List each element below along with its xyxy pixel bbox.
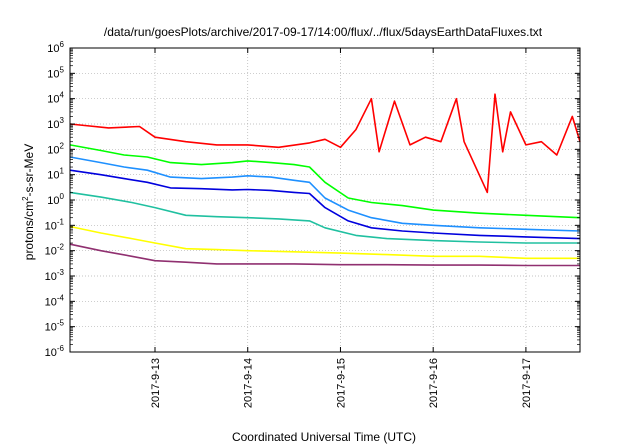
y-tick-label: 105 [47,65,64,80]
y-tick-exponent: 1 [60,167,65,176]
y-tick-base: 10 [47,43,59,55]
y-tick-label: 100 [47,192,64,207]
y-tick-base: 10 [47,195,59,207]
x-tick-label: 2017-9-13 [150,358,162,408]
y-axis-label-rest: -s-sr-MeV [22,144,36,197]
y-axis-label: protons/cm2-s-sr-MeV [21,144,36,260]
grid [70,48,580,352]
y-tick-label: 106 [47,40,64,55]
y-tick-exponent: -2 [57,243,65,252]
y-tick-base: 10 [45,322,57,334]
y-tick-base: 10 [45,246,57,258]
y-tick-label: 103 [47,116,64,131]
y-tick-exponent: -5 [57,319,65,328]
y-tick-label: 101 [47,167,64,182]
y-tick-base: 10 [47,68,59,80]
y-tick-exponent: 4 [60,91,65,100]
series-line-2 [69,144,581,219]
y-tick-exponent: -4 [57,293,65,302]
series-line-7 [69,243,580,267]
series-line-5 [69,191,580,244]
y-tick-base: 10 [45,347,57,359]
y-tick-base: 10 [45,271,57,283]
y-tick-base: 10 [45,296,57,308]
series-line-6 [69,225,580,260]
series-line-3 [69,156,581,232]
y-tick-label: 10-2 [45,243,65,258]
x-tick-label: 2017-9-14 [243,358,255,408]
y-tick-label: 10-6 [45,344,65,359]
y-tick-exponent: 2 [60,141,65,150]
x-axis-label: Coordinated Universal Time (UTC) [232,430,416,444]
series-line-1 [69,93,581,194]
y-tick-label: 10-1 [45,217,65,232]
y-tick-label: 10-4 [45,293,65,308]
y-axis-ticks: 10-610-510-410-310-210-11001011021031041… [45,40,580,359]
series-layer [69,93,581,267]
x-axis-ticks: 2017-9-13 2017-9-14 2017-9-15 2017-9-16 2017… [150,48,533,408]
x-tick-label: 2017-9-15 [335,358,347,408]
series-line-4 [69,169,581,240]
y-tick-base: 10 [47,144,59,156]
y-tick-label: 102 [47,141,64,156]
y-axis-label-unit: protons/cm [22,201,36,260]
y-tick-label: 10-5 [45,319,65,334]
y-axis-label-exponent: 2 [21,196,30,201]
y-tick-exponent: -1 [57,217,65,226]
y-tick-exponent: -3 [57,268,65,277]
y-tick-exponent: -6 [57,344,65,353]
y-tick-exponent: 6 [60,40,65,49]
y-tick-label: 104 [47,91,64,106]
chart-title: /data/run/goesPlots/archive/2017-09-17/1… [104,25,543,39]
y-tick-exponent: 3 [60,116,65,125]
y-tick-label: 10-3 [45,268,65,283]
x-tick-label: 2017-9-17 [521,358,533,408]
y-tick-base: 10 [47,170,59,182]
y-tick-base: 10 [47,119,59,131]
y-tick-base: 10 [45,220,57,232]
x-tick-label: 2017-9-16 [428,358,440,408]
y-tick-exponent: 0 [60,192,65,201]
y-tick-base: 10 [47,94,59,106]
y-tick-exponent: 5 [60,65,65,74]
